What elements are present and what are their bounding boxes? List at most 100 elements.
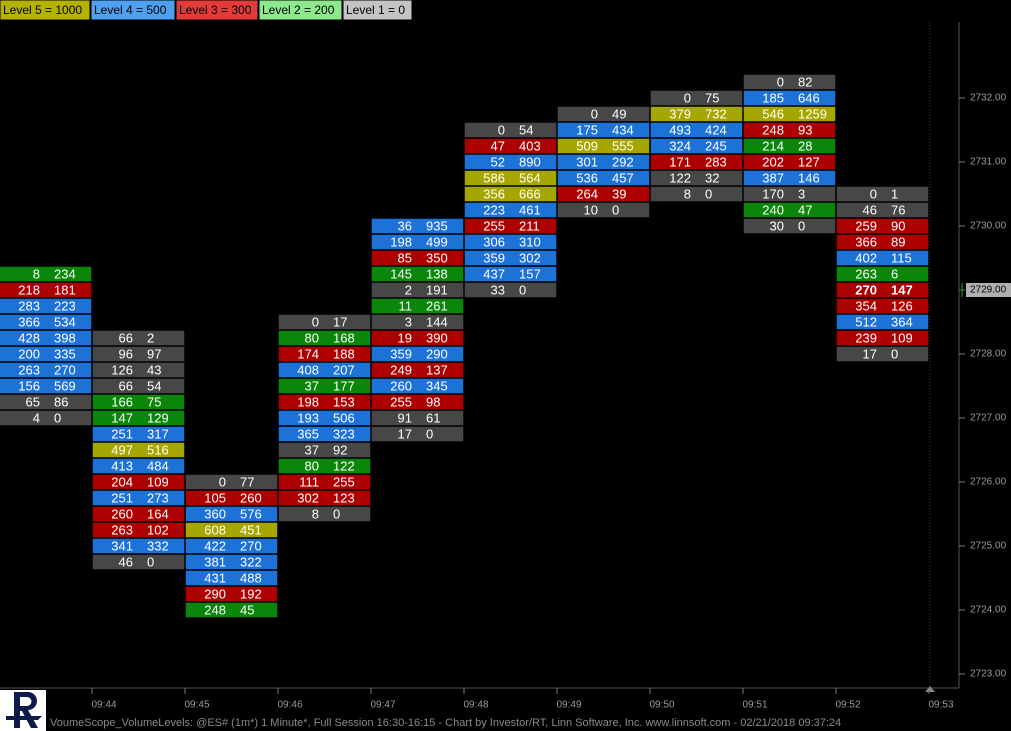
price-cell [92, 362, 185, 378]
bid-volume: 306 [483, 234, 505, 249]
price-cell [92, 474, 185, 490]
ask-volume: 3 [798, 186, 805, 201]
ask-volume: 666 [519, 186, 541, 201]
price-cell [371, 410, 464, 426]
ask-volume: 564 [519, 170, 541, 185]
x-tick-label: 09:52 [835, 700, 860, 711]
price-cell [464, 282, 557, 298]
bid-volume: 52 [491, 154, 505, 169]
ask-volume: 123 [333, 490, 355, 505]
price-cell [743, 122, 836, 138]
ask-volume: 0 [426, 426, 433, 441]
ask-volume: 75 [705, 90, 719, 105]
bid-volume: 509 [576, 138, 598, 153]
bid-volume: 122 [669, 170, 691, 185]
price-cell [278, 362, 371, 378]
bid-volume: 402 [855, 250, 877, 265]
price-cell [278, 426, 371, 442]
bid-volume: 360 [204, 506, 226, 521]
ask-volume: 322 [240, 554, 262, 569]
bid-volume: 200 [18, 346, 40, 361]
price-cell [836, 202, 929, 218]
y-tick-label: 2724.00 [970, 605, 1007, 616]
ask-volume: 273 [147, 490, 169, 505]
price-cell [371, 362, 464, 378]
price-cell [92, 442, 185, 458]
price-cell [557, 106, 650, 122]
y-tick-label: 2727.00 [970, 413, 1007, 424]
bid-volume: 249 [390, 362, 412, 377]
bid-volume: 290 [204, 586, 226, 601]
bid-volume: 37 [305, 442, 319, 457]
price-cell [650, 138, 743, 154]
bid-volume: 251 [111, 426, 133, 441]
x-tick-label: 09:44 [91, 700, 116, 711]
ask-volume: 28 [798, 138, 812, 153]
ask-volume: 0 [54, 410, 61, 425]
ask-volume: 0 [519, 282, 526, 297]
price-cell [836, 314, 929, 330]
price-cell [278, 490, 371, 506]
bid-volume: 366 [855, 234, 877, 249]
price-cell [650, 186, 743, 202]
bid-volume: 30 [770, 218, 784, 233]
ask-volume: 434 [612, 122, 634, 137]
price-cell [185, 490, 278, 506]
ask-volume: 43 [147, 362, 161, 377]
ask-volume: 109 [147, 474, 169, 489]
ask-volume: 146 [798, 170, 820, 185]
bid-volume: 156 [18, 378, 40, 393]
price-cell [92, 378, 185, 394]
bid-volume: 175 [576, 122, 598, 137]
ask-volume: 122 [333, 458, 355, 473]
bar-column: 8 234 218 181 283 223 366 534 428 398 200 335 263 270… [0, 266, 92, 426]
ask-volume: 47 [798, 202, 812, 217]
price-cell [278, 314, 371, 330]
ask-volume: 147 [891, 282, 913, 297]
price-cell [92, 426, 185, 442]
price-cell [464, 170, 557, 186]
price-cell [0, 314, 92, 330]
legend-swatch [175, 0, 259, 21]
bid-volume: 46 [863, 202, 877, 217]
price-cell [185, 554, 278, 570]
ask-volume: 98 [426, 394, 440, 409]
price-cell [371, 314, 464, 330]
footer: VoumeScope_VolumeLevels: @ES# (1m*) 1 Mi… [50, 717, 841, 729]
price-cell [557, 138, 650, 154]
ask-volume: 45 [240, 602, 254, 617]
ask-volume: 138 [426, 266, 448, 281]
ask-volume: 261 [426, 298, 448, 313]
price-cell [278, 474, 371, 490]
bid-volume: 46 [119, 554, 133, 569]
last-price-tick [959, 283, 963, 297]
price-cell [743, 202, 836, 218]
price-cell [743, 106, 836, 122]
price-cell [278, 442, 371, 458]
price-cell [371, 266, 464, 282]
price-cell [836, 282, 929, 298]
price-cell [278, 378, 371, 394]
ask-volume: 54 [147, 378, 161, 393]
bid-volume: 0 [312, 314, 319, 329]
ask-volume: 129 [147, 410, 169, 425]
bid-volume: 36 [398, 218, 412, 233]
price-cell [743, 90, 836, 106]
bid-volume: 80 [305, 458, 319, 473]
ask-volume: 153 [333, 394, 355, 409]
price-cell [278, 394, 371, 410]
bid-volume: 66 [119, 378, 133, 393]
price-cell [92, 394, 185, 410]
bid-volume: 0 [684, 90, 691, 105]
price-cell [371, 346, 464, 362]
bid-volume: 0 [777, 74, 784, 89]
price-cell [278, 346, 371, 362]
bid-volume: 379 [669, 106, 691, 121]
ask-volume: 390 [426, 330, 448, 345]
bid-volume: 408 [297, 362, 319, 377]
price-cell [464, 218, 557, 234]
ask-volume: 255 [333, 474, 355, 489]
ask-volume: 0 [333, 506, 340, 521]
